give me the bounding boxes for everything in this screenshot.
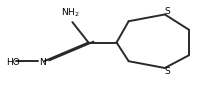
Text: S: S — [163, 7, 169, 16]
Text: N: N — [39, 58, 45, 67]
Text: NH$_2$: NH$_2$ — [61, 6, 79, 19]
Text: S: S — [163, 67, 169, 76]
Text: HO: HO — [6, 58, 20, 67]
